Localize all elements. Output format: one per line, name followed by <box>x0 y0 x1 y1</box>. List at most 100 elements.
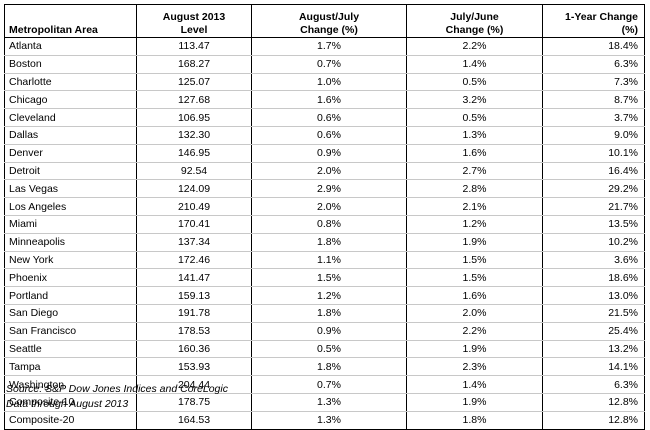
level-cell: 159.13 <box>136 286 252 305</box>
header-aug-jul-change: August/July Change (%) <box>251 4 407 38</box>
metro-area-cell: Detroit <box>4 162 137 181</box>
table-row: Washington 204.44 0.7% 1.4% 6.3% <box>4 375 645 394</box>
aug-jul-change-cell: 0.7% <box>251 55 407 74</box>
one-year-change-cell: 25.4% <box>542 322 645 341</box>
metro-area-cell: New York <box>4 251 137 270</box>
jul-jun-change-cell: 0.5% <box>406 108 543 127</box>
table-row: New York 172.46 1.1% 1.5% 3.6% <box>4 251 645 270</box>
level-cell: 160.36 <box>136 340 252 359</box>
metro-area-cell: Las Vegas <box>4 179 137 199</box>
home-price-table-container: Metropolitan Area August 2013 Level Augu… <box>4 4 645 430</box>
source-note: Source: S&P Dow Jones Indices and CoreLo… <box>6 383 228 395</box>
aug-jul-change-cell: 1.8% <box>251 233 407 252</box>
jul-jun-change-cell: 1.4% <box>406 55 543 74</box>
metro-area-cell: Denver <box>4 144 137 163</box>
level-cell: 178.53 <box>136 322 252 341</box>
jul-jun-change-cell: 1.9% <box>406 340 543 359</box>
one-year-change-cell: 6.3% <box>542 375 645 394</box>
jul-jun-change-cell: 1.4% <box>406 375 543 394</box>
level-cell: 210.49 <box>136 197 252 216</box>
jul-jun-change-cell: 2.0% <box>406 304 543 323</box>
one-year-change-cell: 18.6% <box>542 268 645 288</box>
metro-area-cell: San Francisco <box>4 322 137 341</box>
table-row: Seattle 160.36 0.5% 1.9% 13.2% <box>4 340 645 359</box>
aug-jul-change-cell: 0.6% <box>251 126 407 145</box>
aug-jul-change-cell: 2.0% <box>251 197 407 216</box>
jul-jun-change-cell: 1.6% <box>406 286 543 305</box>
one-year-change-cell: 8.7% <box>542 90 645 110</box>
metro-area-cell: Cleveland <box>4 108 137 127</box>
jul-jun-change-cell: 2.8% <box>406 179 543 199</box>
table-row: Boston 168.27 0.7% 1.4% 6.3% <box>4 55 645 74</box>
one-year-change-cell: 9.0% <box>542 126 645 145</box>
one-year-change-cell: 21.5% <box>542 304 645 323</box>
table-row: Composite-20 164.53 1.3% 1.8% 12.8% <box>5 411 645 430</box>
table-row: Portland 159.13 1.2% 1.6% 13.0% <box>4 286 645 305</box>
table-row: Minneapolis 137.34 1.8% 1.9% 10.2% <box>4 233 645 252</box>
metro-area-cell: Washington <box>4 375 137 394</box>
level-cell: 106.95 <box>136 108 252 127</box>
level-cell: 124.09 <box>136 179 252 199</box>
table-row: San Francisco 178.53 0.9% 2.2% 25.4% <box>4 322 645 341</box>
metro-area-cell: Los Angeles <box>4 197 137 216</box>
aug-jul-change-cell: 1.0% <box>251 73 407 92</box>
metro-area-cell: Seattle <box>4 340 137 359</box>
level-cell: 172.46 <box>136 251 252 270</box>
jul-jun-change-cell: 1.8% <box>406 411 543 430</box>
jul-jun-change-cell: 1.9% <box>406 393 543 412</box>
aug-jul-change-cell: 0.5% <box>251 340 407 359</box>
metro-area-cell: Charlotte <box>4 73 137 92</box>
table-row: Tampa 153.93 1.8% 2.3% 14.1% <box>4 357 645 377</box>
metro-area-cell: Portland <box>4 286 137 305</box>
metro-area-cell: Boston <box>4 55 137 74</box>
one-year-change-cell: 13.2% <box>542 340 645 359</box>
table-row: Denver 146.95 0.9% 1.6% 10.1% <box>4 144 645 163</box>
one-year-change-cell: 7.3% <box>542 73 645 92</box>
jul-jun-change-cell: 2.2% <box>406 37 543 56</box>
table-row: Chicago 127.68 1.6% 3.2% 8.7% <box>4 90 645 110</box>
table-row: San Diego 191.78 1.8% 2.0% 21.5% <box>4 304 645 323</box>
one-year-change-cell: 13.5% <box>542 215 645 234</box>
aug-jul-change-cell: 1.5% <box>251 268 407 288</box>
one-year-change-cell: 14.1% <box>542 357 645 377</box>
jul-jun-change-cell: 1.6% <box>406 144 543 163</box>
aug-jul-change-cell: 0.6% <box>251 108 407 127</box>
one-year-change-cell: 3.6% <box>542 251 645 270</box>
jul-jun-change-cell: 1.5% <box>406 251 543 270</box>
table-row: Composite-10 178.75 1.3% 1.9% 12.8% <box>4 393 645 412</box>
aug-jul-change-cell: 2.9% <box>251 179 407 199</box>
table-row: Cleveland 106.95 0.6% 0.5% 3.7% <box>4 108 645 127</box>
jul-jun-change-cell: 1.5% <box>406 268 543 288</box>
header-level: August 2013 Level <box>136 4 252 38</box>
table-body: Atlanta 113.47 1.7% 2.2% 18.4% Boston 168.27 0.… <box>4 37 645 430</box>
one-year-change-cell: 29.2% <box>542 179 645 199</box>
aug-jul-change-cell: 0.8% <box>251 215 407 234</box>
jul-jun-change-cell: 1.2% <box>406 215 543 234</box>
metro-area-cell: Composite-10 <box>4 393 137 412</box>
level-cell: 191.78 <box>136 304 252 323</box>
level-cell: 178.75 <box>136 393 252 412</box>
one-year-change-cell: 10.1% <box>542 144 645 163</box>
aug-jul-change-cell: 1.3% <box>251 411 407 430</box>
aug-jul-change-cell: 1.1% <box>251 251 407 270</box>
aug-jul-change-cell: 0.9% <box>251 144 407 163</box>
aug-jul-change-cell: 1.8% <box>251 304 407 323</box>
header-metropolitan-area: Metropolitan Area <box>4 4 137 38</box>
table-row: Charlotte 125.07 1.0% 0.5% 7.3% <box>4 73 645 92</box>
home-price-table: Metropolitan Area August 2013 Level Augu… <box>4 4 645 430</box>
aug-jul-change-cell: 1.3% <box>251 393 407 412</box>
metro-area-cell: Chicago <box>4 90 137 110</box>
table-row: Dallas 132.30 0.6% 1.3% 9.0% <box>4 126 645 145</box>
jul-jun-change-cell: 2.2% <box>406 322 543 341</box>
level-cell: 132.30 <box>136 126 252 145</box>
metro-area-cell: Composite-20 <box>9 414 75 427</box>
table-header-row: Metropolitan Area August 2013 Level Augu… <box>4 4 645 38</box>
aug-jul-change-cell: 0.9% <box>251 322 407 341</box>
metro-area-cell: Phoenix <box>4 268 137 288</box>
header-1-year-change: 1-Year Change (%) <box>542 4 645 38</box>
one-year-change-cell: 3.7% <box>542 108 645 127</box>
jul-jun-change-cell: 0.5% <box>406 73 543 92</box>
level-cell: 146.95 <box>136 144 252 163</box>
jul-jun-change-cell: 2.1% <box>406 197 543 216</box>
aug-jul-change-cell: 1.2% <box>251 286 407 305</box>
